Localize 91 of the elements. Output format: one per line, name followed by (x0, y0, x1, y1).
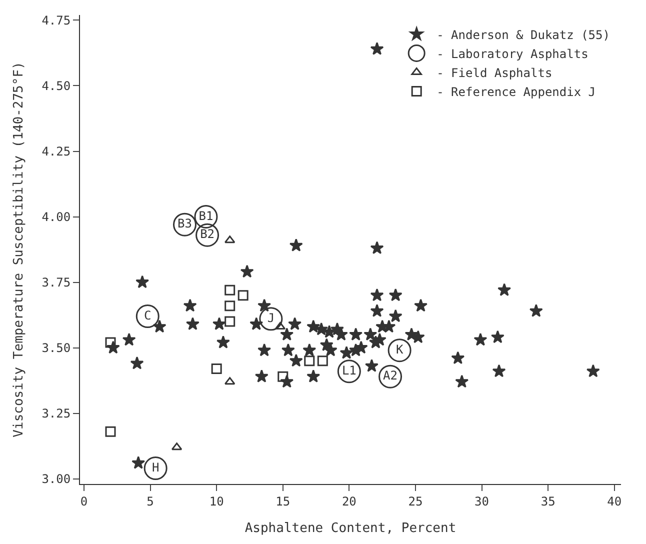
point (152, 320, 166, 333)
data-label: J (267, 310, 275, 325)
point (314, 322, 328, 336)
point (289, 238, 303, 252)
point (306, 370, 320, 382)
data-label: L1 (342, 363, 356, 378)
y-axis-title: Viscosity Temperature Susceptibility (140-275°F) (12, 62, 27, 438)
point (382, 320, 396, 333)
point (340, 346, 354, 359)
point (370, 304, 384, 317)
y-tick-label: 3.75 (42, 275, 71, 290)
x-tick-label: 25 (408, 494, 423, 508)
point (490, 330, 504, 344)
point (280, 328, 294, 340)
point (302, 343, 316, 356)
point (492, 364, 506, 378)
point (317, 356, 328, 366)
point (144, 456, 168, 480)
point (224, 316, 236, 327)
point (388, 309, 402, 322)
point (258, 343, 272, 356)
point (183, 298, 197, 312)
y-tick-label: 4.75 (42, 13, 71, 28)
point (258, 298, 272, 312)
x-tick-label: 40 (607, 494, 622, 508)
legend-label: - Anderson & Dukatz (55) (436, 28, 610, 42)
y-tick-label: 4.25 (42, 144, 71, 158)
y-tick-label: 3.50 (42, 340, 71, 355)
x-tick-label: 20 (342, 494, 356, 508)
point (186, 317, 200, 330)
y-tick-label: 4.50 (42, 78, 71, 93)
point (122, 332, 136, 346)
legend-label: - Reference Appendix J (436, 84, 596, 99)
point (334, 328, 348, 340)
point (388, 288, 402, 302)
point (289, 354, 303, 367)
x-tick-label: 15 (276, 494, 290, 508)
point (105, 426, 116, 437)
point (136, 304, 160, 328)
point (136, 275, 150, 288)
x-axis-title: Asphaltene Content, Percent (244, 521, 456, 536)
point (364, 328, 378, 340)
data-label: B1 (198, 208, 214, 223)
point (212, 317, 226, 330)
point (216, 335, 230, 348)
point (455, 374, 469, 388)
point (288, 317, 302, 330)
point (370, 42, 384, 55)
point (281, 343, 295, 356)
point (278, 371, 288, 382)
data-label: B2 (200, 227, 215, 242)
data-label: H (152, 460, 160, 474)
point (224, 284, 236, 296)
data-label: A2 (383, 368, 398, 383)
point (105, 337, 116, 348)
legend-label: - Laboratory Asphalts (436, 46, 588, 61)
point (474, 332, 488, 346)
x-tick-label: 0 (80, 494, 88, 508)
point (132, 456, 146, 469)
point (529, 304, 543, 317)
point (240, 264, 254, 278)
point (498, 283, 512, 296)
point (370, 241, 384, 254)
point (372, 332, 386, 346)
point (211, 363, 222, 374)
point (324, 343, 338, 356)
point (130, 356, 144, 370)
x-tick-label: 30 (474, 494, 489, 508)
point (224, 300, 236, 312)
point (254, 370, 268, 382)
legend-label: - Field Asphalts (436, 66, 552, 80)
point (306, 320, 320, 333)
x-tick-label: 10 (209, 494, 224, 508)
data-label: C (144, 308, 152, 322)
point (250, 317, 264, 330)
y-tick-label: 3.00 (42, 472, 71, 486)
y-tick-label: 3.25 (42, 406, 71, 420)
point (364, 359, 378, 372)
point (414, 298, 428, 312)
y-tick-label: 4.00 (42, 210, 71, 224)
point (238, 290, 248, 301)
point (349, 328, 363, 340)
point (451, 351, 465, 364)
x-tick-label: 5 (146, 494, 154, 508)
data-label: B3 (178, 216, 192, 231)
x-tick-label: 35 (540, 494, 556, 508)
point (586, 364, 600, 378)
point (259, 307, 283, 331)
point (370, 288, 384, 302)
point (304, 356, 315, 366)
data-label: K (396, 342, 404, 356)
